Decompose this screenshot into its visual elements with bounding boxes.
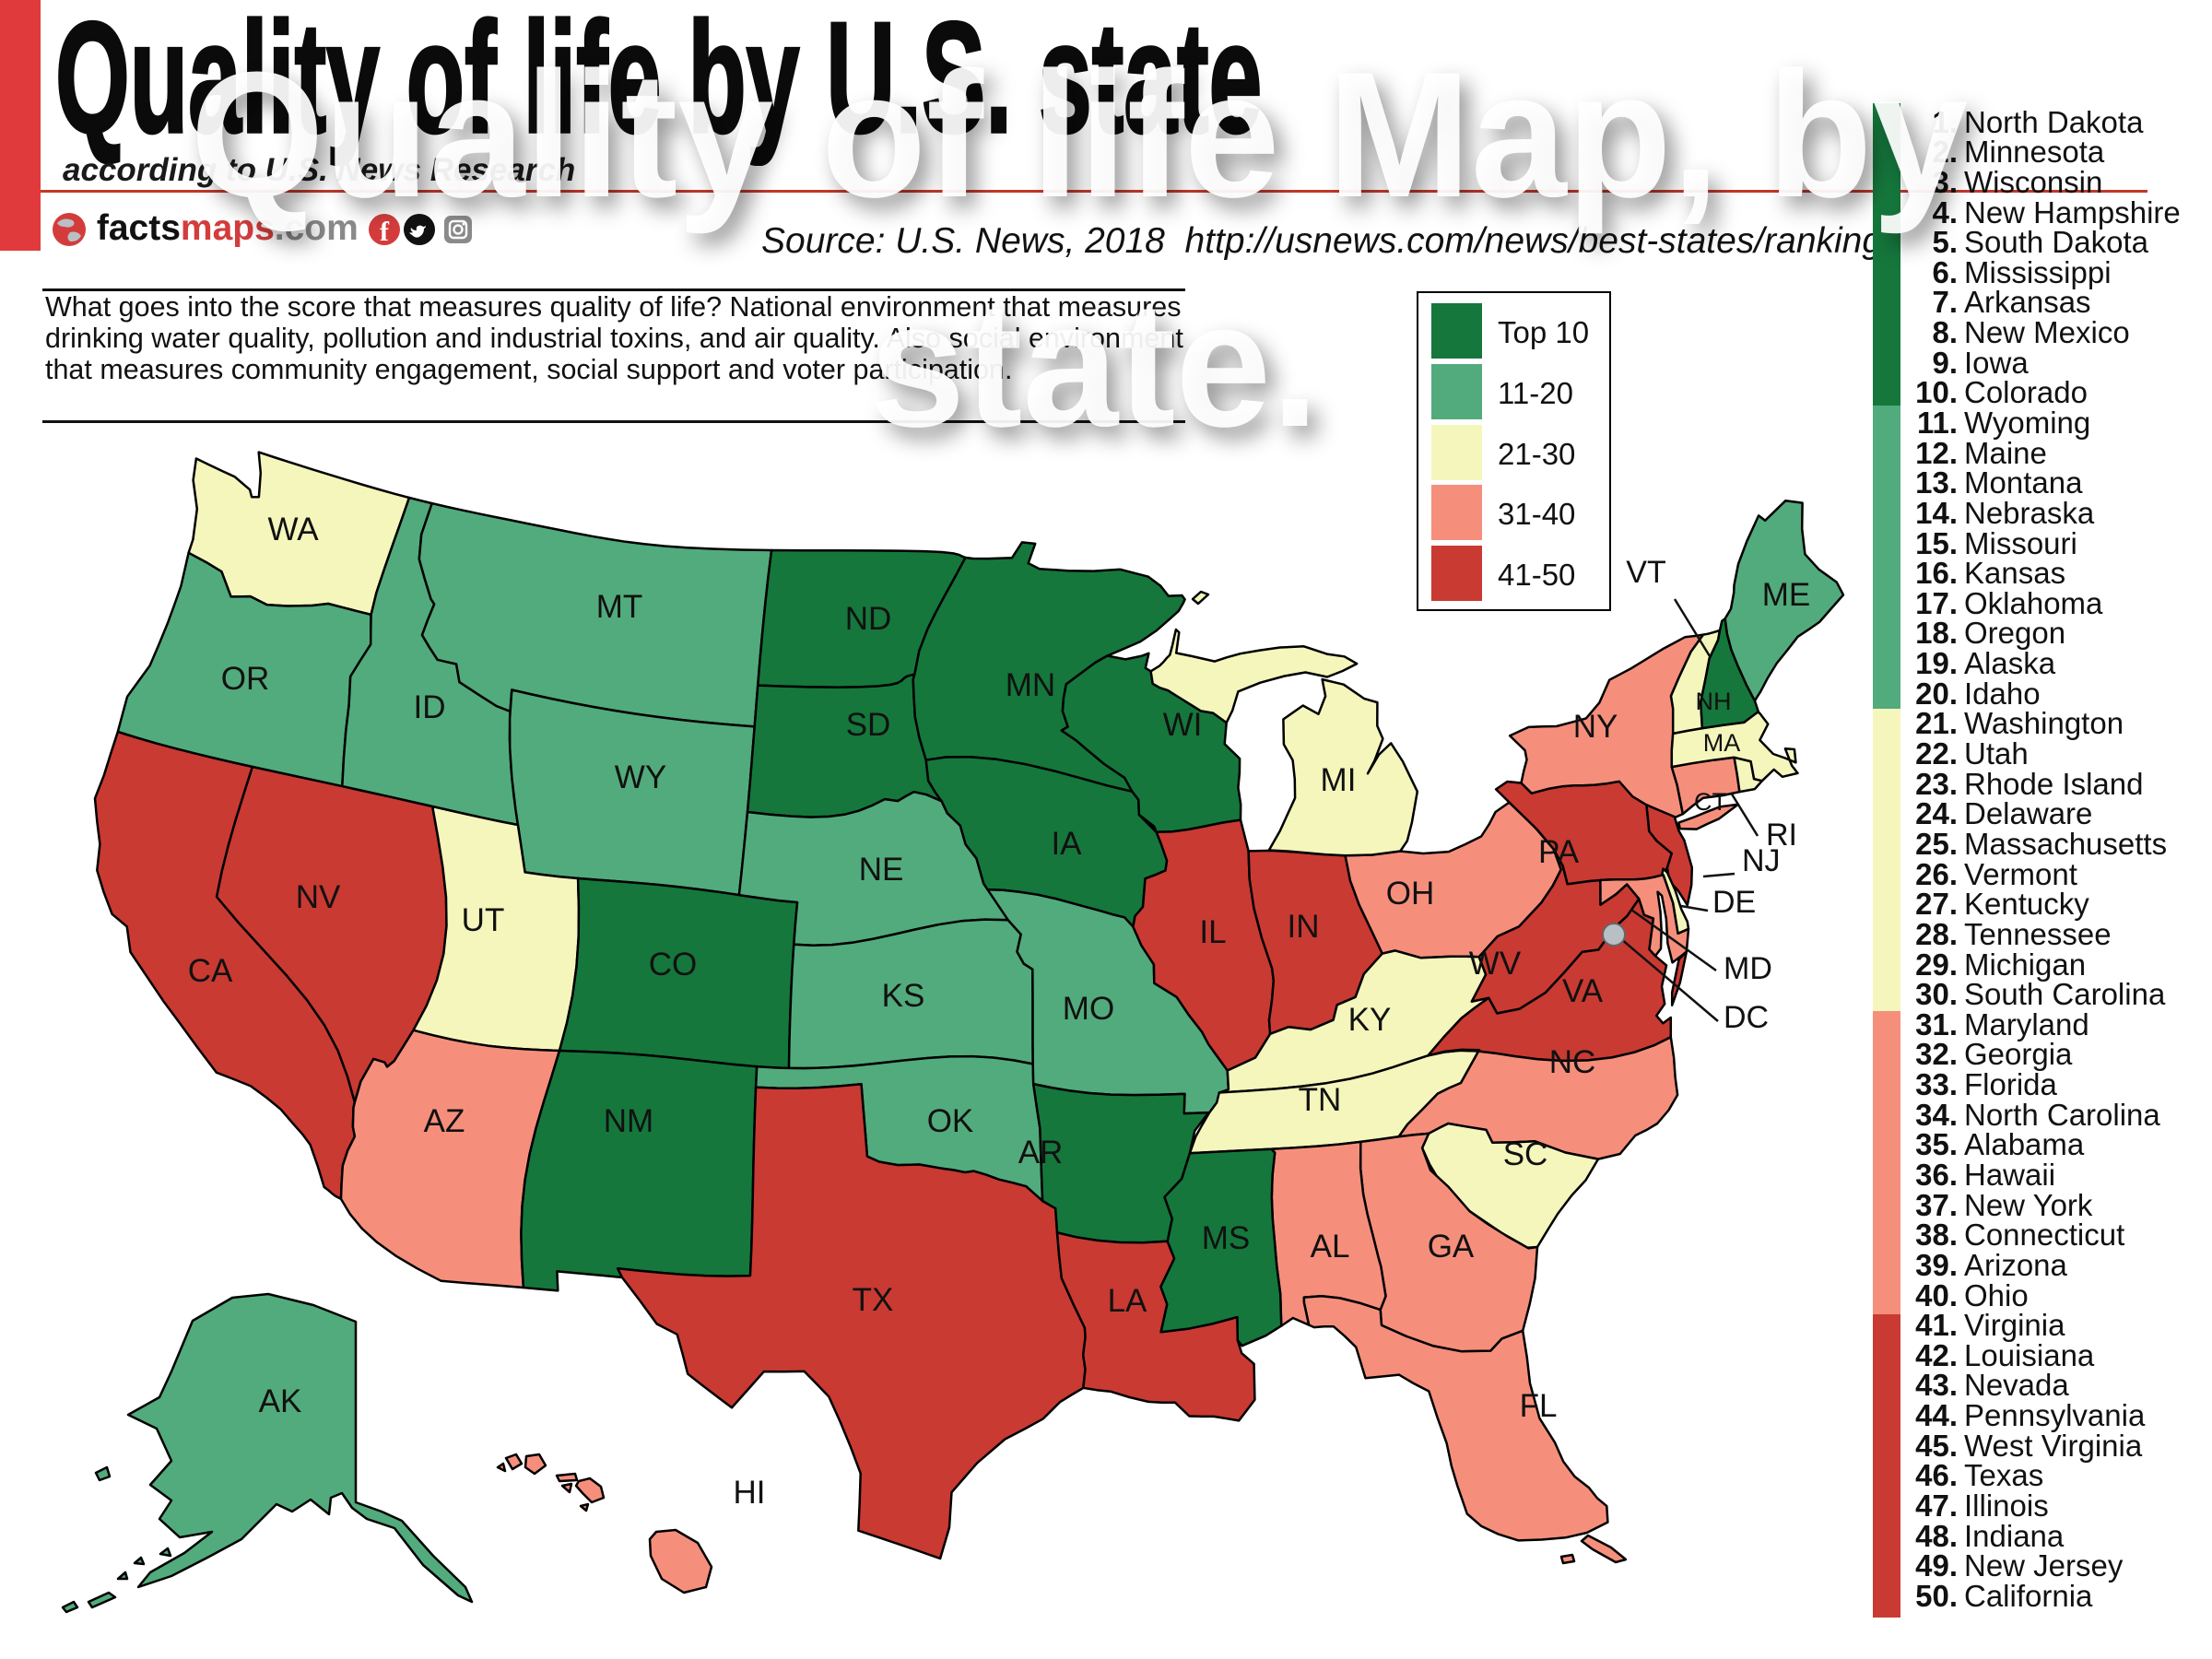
svg-text:WI: WI (1163, 707, 1203, 743)
svg-text:TX: TX (853, 1282, 894, 1318)
svg-text:IN: IN (1288, 909, 1320, 945)
svg-text:RI: RI (1766, 818, 1797, 853)
svg-text:NE: NE (859, 852, 904, 888)
svg-text:SD: SD (846, 707, 891, 743)
svg-text:ME: ME (1762, 577, 1811, 613)
svg-text:UT: UT (462, 902, 505, 938)
svg-text:AR: AR (1018, 1135, 1064, 1171)
svg-text:KY: KY (1348, 1002, 1392, 1038)
svg-text:NH: NH (1696, 688, 1732, 715)
svg-text:AL: AL (1311, 1229, 1350, 1265)
svg-text:NV: NV (296, 879, 341, 915)
svg-text:IA: IA (1051, 826, 1082, 862)
svg-text:WV: WV (1469, 946, 1522, 982)
svg-text:CA: CA (188, 953, 233, 989)
svg-text:ID: ID (414, 689, 446, 725)
svg-text:MI: MI (1321, 762, 1357, 798)
svg-text:MA: MA (1703, 729, 1741, 757)
svg-text:VA: VA (1562, 973, 1604, 1009)
svg-text:MS: MS (1202, 1220, 1251, 1256)
svg-text:HI: HI (734, 1475, 766, 1511)
svg-text:OK: OK (927, 1103, 974, 1139)
svg-text:PA: PA (1538, 834, 1580, 870)
svg-text:GA: GA (1428, 1229, 1475, 1265)
svg-text:NM: NM (604, 1103, 653, 1139)
svg-text:MT: MT (596, 589, 643, 625)
svg-text:FL: FL (1520, 1388, 1558, 1424)
svg-text:WY: WY (615, 759, 666, 795)
svg-text:TN: TN (1299, 1082, 1342, 1118)
svg-text:IL: IL (1199, 914, 1226, 950)
svg-text:DE: DE (1712, 885, 1756, 920)
svg-text:NC: NC (1549, 1044, 1596, 1080)
svg-text:DC: DC (1724, 1000, 1769, 1035)
svg-text:AZ: AZ (424, 1103, 465, 1139)
svg-text:MD: MD (1724, 951, 1772, 986)
svg-text:VT: VT (1626, 555, 1665, 590)
svg-text:OR: OR (221, 661, 270, 697)
svg-text:SC: SC (1503, 1136, 1548, 1172)
svg-text:CT: CT (1694, 788, 1727, 816)
svg-text:MO: MO (1063, 991, 1114, 1027)
svg-text:NJ: NJ (1742, 843, 1781, 878)
svg-text:NY: NY (1573, 709, 1618, 745)
svg-text:WA: WA (267, 512, 319, 547)
svg-text:ND: ND (845, 601, 892, 637)
svg-text:CO: CO (649, 947, 698, 982)
svg-text:KS: KS (882, 978, 925, 1014)
svg-text:MN: MN (1006, 667, 1055, 703)
svg-text:LA: LA (1108, 1283, 1147, 1319)
svg-text:OH: OH (1386, 876, 1435, 912)
svg-text:AK: AK (259, 1383, 302, 1419)
svg-text:f: f (380, 217, 390, 247)
